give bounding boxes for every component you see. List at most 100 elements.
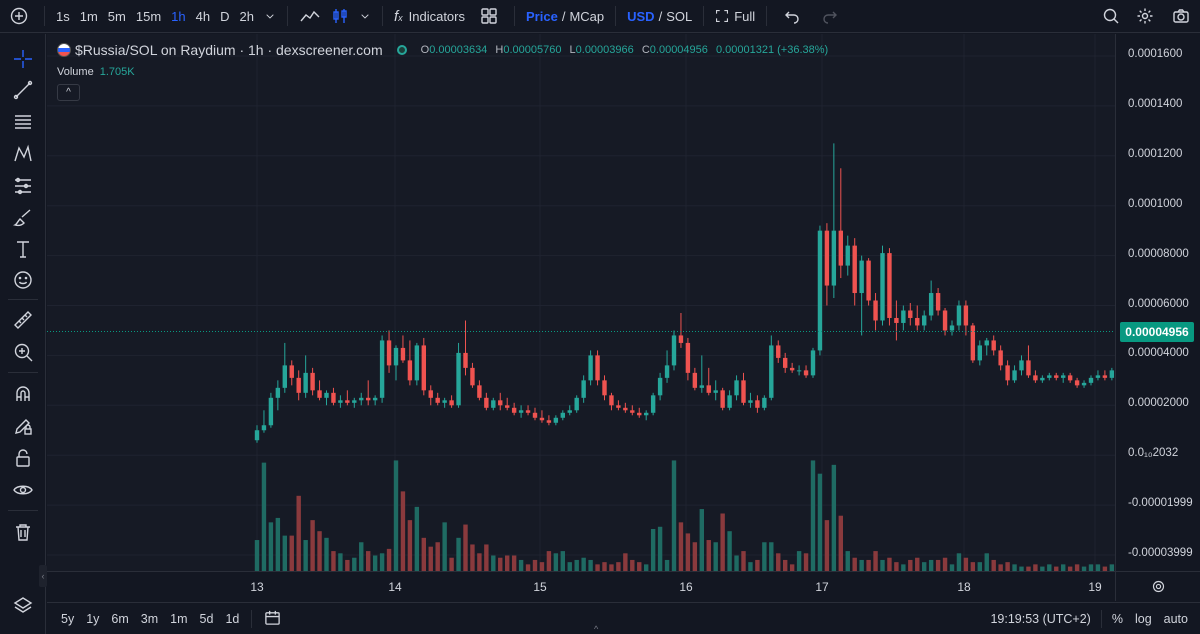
timeframe-d[interactable]: D <box>220 8 230 24</box>
timeframe-15m[interactable]: 15m <box>135 8 162 24</box>
chart-pane[interactable]: $Russia/SOL on Raydium · 1h · dexscreene… <box>47 34 1115 571</box>
sol-option[interactable]: SOL <box>666 8 693 24</box>
remove-drawings-tool[interactable] <box>8 517 38 547</box>
volume-bar <box>393 460 399 571</box>
usd-sol-toggle[interactable]: USD / SOL <box>622 0 697 33</box>
range-1m[interactable]: 1m <box>170 611 188 626</box>
collapse-legend-button[interactable]: ^ <box>57 84 80 101</box>
measure-tool[interactable] <box>8 305 38 335</box>
volume-bar <box>713 542 718 571</box>
candle-body <box>511 407 517 413</box>
log-scale-toggle[interactable]: log <box>1134 611 1152 626</box>
settings-button[interactable] <box>1128 0 1162 33</box>
price-mcap-toggle[interactable]: Price / MCap <box>521 0 609 33</box>
timeframe-1h[interactable]: 1h <box>171 8 186 24</box>
fullscreen-button[interactable]: Full <box>710 0 760 33</box>
undo-button[interactable] <box>773 0 811 33</box>
timeframe-1m[interactable]: 1m <box>79 8 98 24</box>
timeframe-2h[interactable]: 2h <box>239 8 254 24</box>
line-chart-type-button[interactable] <box>294 0 326 33</box>
brush-tool[interactable] <box>8 203 38 233</box>
go-to-date-button[interactable] <box>258 609 287 629</box>
time-axis[interactable]: 13 14 15 16 17 18 19 <box>47 571 1115 601</box>
candle-body <box>1095 375 1101 378</box>
indicators-button[interactable]: fx Indicators <box>389 0 470 33</box>
fib-tool[interactable] <box>8 107 38 137</box>
candle-body <box>1005 365 1010 381</box>
lock-all-tool[interactable] <box>8 443 38 473</box>
candle-body <box>789 367 795 371</box>
usd-option[interactable]: USD <box>627 8 655 24</box>
chart-title[interactable]: $Russia/SOL on Raydium · 1h · dexscreene… <box>75 42 383 58</box>
divider <box>8 372 38 373</box>
layouts-button[interactable] <box>470 0 508 33</box>
volume-bar <box>609 564 614 571</box>
candlestick-chart[interactable] <box>47 34 1115 571</box>
zoom-tool[interactable] <box>8 337 38 367</box>
range-5d[interactable]: 5d <box>199 611 214 626</box>
object-tree-button[interactable] <box>8 591 38 621</box>
add-symbol-button[interactable] <box>0 0 38 33</box>
collapse-toolbar-icon[interactable]: ‹ <box>39 565 47 587</box>
volume-bar <box>435 542 440 571</box>
candle-body <box>901 310 906 323</box>
timeframe-dropdown[interactable] <box>259 0 281 33</box>
candle-body <box>449 400 454 406</box>
candle-body <box>880 253 885 321</box>
candle-chart-type-button[interactable] <box>326 0 354 33</box>
chevron-up-icon: ^ <box>66 87 71 98</box>
clock-timezone[interactable]: 19:19:53 (UTC+2) <box>990 611 1091 626</box>
candle-body <box>595 355 600 381</box>
prediction-tool[interactable] <box>8 171 38 201</box>
range-5y[interactable]: 5y <box>61 611 75 626</box>
fullscreen-icon <box>716 10 729 22</box>
candle-body <box>331 392 336 403</box>
crosshair-tool[interactable] <box>8 44 38 74</box>
candle-body <box>748 400 753 403</box>
candle-body <box>463 352 468 368</box>
range-1y[interactable]: 1y <box>86 611 100 626</box>
price-axis[interactable]: 0.0001600 0.0001400 0.0001200 0.0001000 0.00… <box>1115 34 1200 571</box>
magnet-tool[interactable] <box>8 379 38 409</box>
chart-type-dropdown[interactable] <box>354 0 376 33</box>
range-1d[interactable]: 1d <box>225 611 240 626</box>
snapshot-button[interactable] <box>1162 0 1200 33</box>
axis-settings-button[interactable] <box>1115 571 1200 601</box>
indicators-label: Indicators <box>408 8 465 24</box>
candle-body <box>783 357 788 368</box>
trend-line-tool[interactable] <box>8 75 38 105</box>
mcap-option[interactable]: MCap <box>569 8 605 24</box>
volume-bar <box>977 562 982 571</box>
timeframe-1s[interactable]: 1s <box>56 8 70 24</box>
horizontal-lines-icon <box>15 115 31 129</box>
redo-button[interactable] <box>811 0 849 33</box>
lock-drawing-mode-tool[interactable] <box>8 411 38 441</box>
quick-search-button[interactable] <box>1094 0 1128 33</box>
volume-bar <box>282 535 287 571</box>
auto-scale-toggle[interactable]: auto <box>1163 611 1188 626</box>
emoji-tool[interactable] <box>8 265 38 295</box>
range-6m[interactable]: 6m <box>111 611 129 626</box>
divider <box>381 6 383 26</box>
slash-separator: / <box>658 8 663 24</box>
text-tool[interactable] <box>8 234 38 264</box>
divider <box>286 6 288 26</box>
volume-bar <box>1088 564 1094 571</box>
timeframe-5m[interactable]: 5m <box>107 8 126 24</box>
prediction-icon <box>15 177 31 195</box>
volume-bar <box>268 522 274 571</box>
top-toolbar: 1s 1m 5m 15m 1h 4h D 2h fx Indicators Pr… <box>0 0 1200 33</box>
divider <box>8 299 38 300</box>
percent-scale-toggle[interactable]: % <box>1111 611 1123 626</box>
candle-body <box>352 400 357 403</box>
volume-bar <box>789 564 795 571</box>
candle-body <box>713 390 718 393</box>
price-option[interactable]: Price <box>526 8 558 24</box>
volume-bar <box>873 551 878 571</box>
volume-bar <box>1102 566 1108 571</box>
range-3m[interactable]: 3m <box>140 611 159 626</box>
chevron-up-icon[interactable]: ^ <box>594 624 599 634</box>
hide-drawings-tool[interactable] <box>8 475 38 505</box>
timeframe-4h[interactable]: 4h <box>195 8 211 24</box>
pattern-tool[interactable] <box>8 139 38 169</box>
